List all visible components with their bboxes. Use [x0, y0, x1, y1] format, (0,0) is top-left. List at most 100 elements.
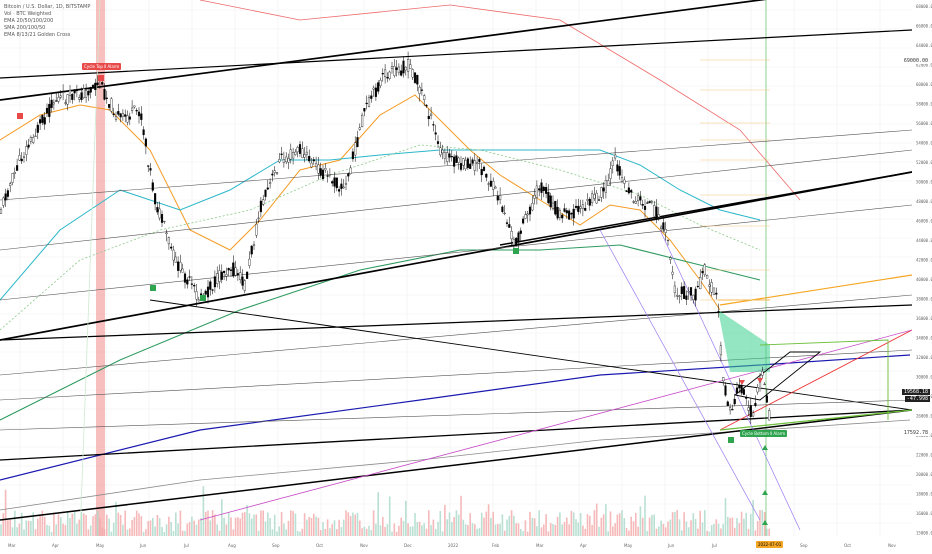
volume-bar	[112, 522, 115, 536]
candle-body	[390, 66, 394, 70]
candle-body	[377, 82, 380, 92]
candle-body	[289, 149, 292, 160]
candle-body	[319, 168, 322, 176]
volume-bar	[214, 514, 216, 536]
highlight-bands	[96, 0, 767, 536]
candle-body	[522, 218, 525, 224]
candle-body	[68, 89, 72, 96]
volume-bar	[310, 518, 313, 536]
candle-body	[494, 186, 497, 189]
candle-body	[595, 192, 598, 204]
volume-bar	[651, 515, 653, 536]
volume-bar	[600, 517, 603, 536]
legend-golden-cross[interactable]: EMA 8/13/21 Golden Cross	[4, 32, 71, 38]
volume-bar	[66, 511, 69, 536]
candle-body	[338, 189, 341, 192]
volume-bar	[78, 519, 80, 536]
volume-bar	[768, 528, 770, 536]
x-tick-label: May	[96, 543, 105, 548]
volume-bar	[55, 524, 57, 536]
y-tick-label: 68000.00	[916, 4, 932, 9]
candle-body	[220, 271, 223, 280]
candle-body	[416, 74, 419, 85]
candle-body	[252, 244, 256, 246]
candle-body	[73, 90, 76, 94]
candle-body	[13, 171, 16, 174]
candle-body	[20, 158, 23, 162]
candle-body	[142, 129, 145, 136]
volume-bar	[628, 530, 630, 536]
volume-bar	[354, 514, 356, 536]
volume-bar	[218, 530, 221, 536]
candle-body	[137, 111, 141, 117]
volume-bar	[745, 512, 747, 536]
candle-body	[294, 151, 297, 155]
volume-bar	[257, 530, 260, 536]
candle-body	[317, 164, 320, 174]
candle-body	[183, 273, 187, 283]
x-tick-label: Mar	[536, 543, 544, 548]
candle-body	[473, 160, 476, 171]
volume-bar	[625, 528, 628, 536]
volume-bar	[20, 512, 23, 536]
volume-bar	[4, 489, 7, 536]
volume-bar	[589, 515, 591, 536]
candle-body	[563, 208, 566, 212]
y-tick-label: 26000.00	[916, 414, 932, 419]
candle-body	[756, 387, 759, 393]
volume-bar	[253, 514, 255, 536]
candle-body	[462, 158, 465, 166]
candle-body	[197, 299, 200, 302]
volume-bar	[506, 519, 508, 536]
volume-bar	[598, 526, 600, 536]
legend-sma[interactable]: SMA 200/100/50	[4, 25, 46, 31]
x-tick-label: Jul	[711, 543, 717, 548]
candle-body	[151, 182, 154, 191]
candle-body	[285, 156, 288, 163]
projection-area	[718, 310, 770, 372]
y-tick-label: 34000.00	[916, 336, 932, 341]
x-tick-label: Jun	[139, 543, 147, 548]
candle-body	[328, 174, 331, 176]
x-axis[interactable]: Mar Apr May Jun Jul Aug Sep Oct Nov Dec 2022 Feb Mar…	[8, 543, 896, 548]
volume-bar	[131, 520, 133, 536]
candle-body	[726, 401, 729, 407]
volume-bar	[556, 516, 559, 536]
candle-body	[517, 232, 520, 243]
legend-symbol[interactable]: Bitcoin / U.S. Dollar, 1D, BITSTAMP	[4, 4, 91, 10]
x-tick-label: Oct	[844, 543, 851, 548]
y-tick-label: 52000.00	[916, 160, 932, 165]
gridlines	[0, 0, 912, 536]
candle-body	[692, 294, 695, 300]
legend-volume[interactable]: Vol · BTC Weighted	[4, 11, 52, 17]
volume-bar	[108, 518, 110, 536]
volume-bar	[591, 524, 593, 536]
volume-bar	[39, 515, 41, 536]
candle-body	[503, 212, 506, 214]
candle-body	[393, 65, 396, 76]
candle-body	[724, 385, 727, 396]
candle-body	[540, 182, 543, 193]
candle-body	[634, 201, 637, 204]
candle-body	[611, 160, 614, 166]
candle-body	[524, 214, 527, 219]
volume-bar	[126, 529, 129, 536]
measure-box	[759, 339, 889, 420]
top-signal-label: Cycle Top Ⅱ Alarm	[82, 63, 122, 70]
legend-ema[interactable]: EMA 20/50/100/200	[4, 18, 54, 24]
candle-body	[568, 210, 571, 220]
candle-body	[356, 137, 359, 147]
volume-bar	[225, 524, 228, 536]
x-tick-label: Sep	[800, 543, 808, 548]
candle-body	[32, 137, 35, 143]
candle-body	[685, 295, 688, 300]
x-tick-label: 2022	[448, 543, 459, 548]
candle-body	[213, 276, 216, 288]
volume-bar	[303, 513, 306, 536]
y-tick-label: 54000.00	[916, 141, 932, 146]
volume-bar	[347, 512, 350, 536]
volume-bar	[76, 523, 78, 536]
candle-body	[637, 195, 640, 202]
volume-bar	[717, 523, 720, 536]
